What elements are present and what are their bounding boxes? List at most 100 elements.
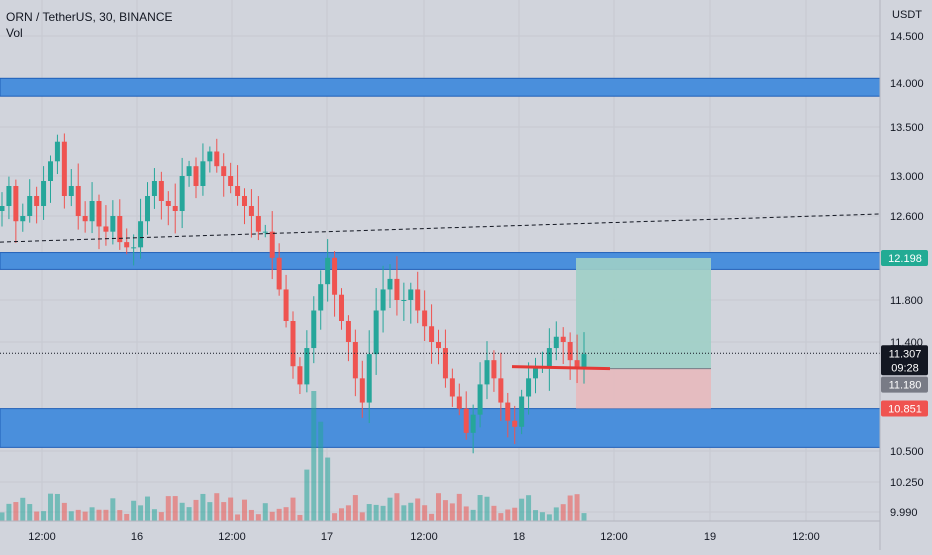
candle[interactable] <box>401 300 407 301</box>
candle[interactable] <box>415 289 421 311</box>
candle[interactable] <box>172 206 178 211</box>
candle[interactable] <box>276 257 282 290</box>
candle[interactable] <box>345 321 351 342</box>
drawn-lines[interactable] <box>0 213 881 371</box>
support-resistance-zone[interactable] <box>0 77 881 97</box>
candle[interactable] <box>339 294 344 321</box>
candle[interactable] <box>179 176 185 211</box>
support-resistance-zone[interactable] <box>0 408 881 448</box>
candle[interactable] <box>429 326 435 342</box>
candle[interactable] <box>255 216 261 232</box>
candle[interactable] <box>352 342 358 379</box>
time-axis[interactable]: 12:00 16 12:00 17 12:00 18 12:00 19 12:00 <box>28 531 820 543</box>
candle[interactable] <box>505 402 511 421</box>
candle[interactable] <box>131 247 137 249</box>
candle[interactable] <box>54 141 60 162</box>
candle[interactable] <box>470 414 476 433</box>
candle[interactable] <box>546 348 552 367</box>
candle[interactable] <box>200 161 206 186</box>
candle[interactable] <box>235 186 241 196</box>
candle[interactable] <box>526 378 532 397</box>
candle[interactable] <box>519 396 525 427</box>
candle[interactable] <box>34 196 40 206</box>
candle[interactable] <box>533 366 538 379</box>
candle[interactable] <box>567 342 573 361</box>
long-position-tool[interactable] <box>576 258 711 409</box>
candlestick-series[interactable] <box>0 133 587 454</box>
candle[interactable] <box>61 141 67 196</box>
price-axis[interactable]: 14.50014.00013.50013.00012.60011.80011.4… <box>890 31 924 519</box>
candle[interactable] <box>373 310 379 355</box>
candle[interactable] <box>124 242 130 248</box>
candle[interactable] <box>297 366 303 385</box>
candle[interactable] <box>207 151 213 162</box>
candle[interactable] <box>325 257 331 285</box>
candle[interactable] <box>82 216 88 222</box>
candle[interactable] <box>581 354 587 369</box>
candle[interactable] <box>269 231 275 258</box>
candle[interactable] <box>48 161 53 181</box>
candle[interactable] <box>151 181 157 196</box>
volume-bar <box>512 507 518 521</box>
candle[interactable] <box>145 196 150 222</box>
candle[interactable] <box>574 360 580 369</box>
support-resistance-zone[interactable] <box>0 252 881 270</box>
candle[interactable] <box>214 151 220 167</box>
candle[interactable] <box>394 278 400 300</box>
candle[interactable] <box>242 196 247 206</box>
candle[interactable] <box>304 348 310 385</box>
candle[interactable] <box>20 216 26 222</box>
volume-indicator-label[interactable]: Vol <box>6 26 23 40</box>
candle[interactable] <box>332 257 338 295</box>
candle[interactable] <box>477 384 483 415</box>
candle[interactable] <box>387 278 393 290</box>
candle[interactable] <box>6 186 12 206</box>
candle[interactable] <box>75 186 81 216</box>
entry-ray-line[interactable] <box>511 365 611 371</box>
candle[interactable] <box>158 181 164 201</box>
candle[interactable] <box>117 216 123 243</box>
candle[interactable] <box>456 396 462 409</box>
candle[interactable] <box>110 216 116 232</box>
candle[interactable] <box>283 289 289 321</box>
candle[interactable] <box>380 289 386 311</box>
candle[interactable] <box>408 289 414 300</box>
candle[interactable] <box>89 201 95 222</box>
candle[interactable] <box>193 166 199 186</box>
candle[interactable] <box>138 221 144 248</box>
candle[interactable] <box>498 378 504 403</box>
candle[interactable] <box>103 226 109 232</box>
candle[interactable] <box>13 186 19 222</box>
candle[interactable] <box>228 176 234 186</box>
candle[interactable] <box>311 310 317 349</box>
symbol-title[interactable]: ORN / TetherUS, 30, BINANCE <box>6 10 173 24</box>
candle[interactable] <box>27 196 33 216</box>
candle[interactable] <box>366 354 372 403</box>
candle[interactable] <box>318 284 324 311</box>
candle[interactable] <box>484 360 490 385</box>
candle[interactable] <box>553 336 559 349</box>
candle[interactable] <box>560 336 566 342</box>
candle[interactable] <box>436 342 441 349</box>
candle[interactable] <box>512 420 518 427</box>
candle[interactable] <box>186 166 192 176</box>
candle[interactable] <box>449 378 455 397</box>
candle[interactable] <box>463 408 469 433</box>
candle[interactable] <box>262 231 268 233</box>
candle[interactable] <box>248 206 254 216</box>
candle[interactable] <box>68 186 74 196</box>
candle[interactable] <box>359 378 365 403</box>
candle[interactable] <box>491 360 497 379</box>
support-resistance-zones[interactable] <box>0 77 881 448</box>
candle[interactable] <box>221 166 227 176</box>
candle[interactable] <box>422 310 428 327</box>
candle[interactable] <box>96 201 102 227</box>
candle[interactable] <box>41 181 47 206</box>
candle[interactable] <box>165 201 171 206</box>
candle[interactable] <box>290 321 296 367</box>
candle[interactable] <box>0 206 5 211</box>
position-target-zone[interactable] <box>576 258 711 369</box>
candle[interactable] <box>442 348 448 379</box>
position-stop-zone[interactable] <box>576 368 711 409</box>
